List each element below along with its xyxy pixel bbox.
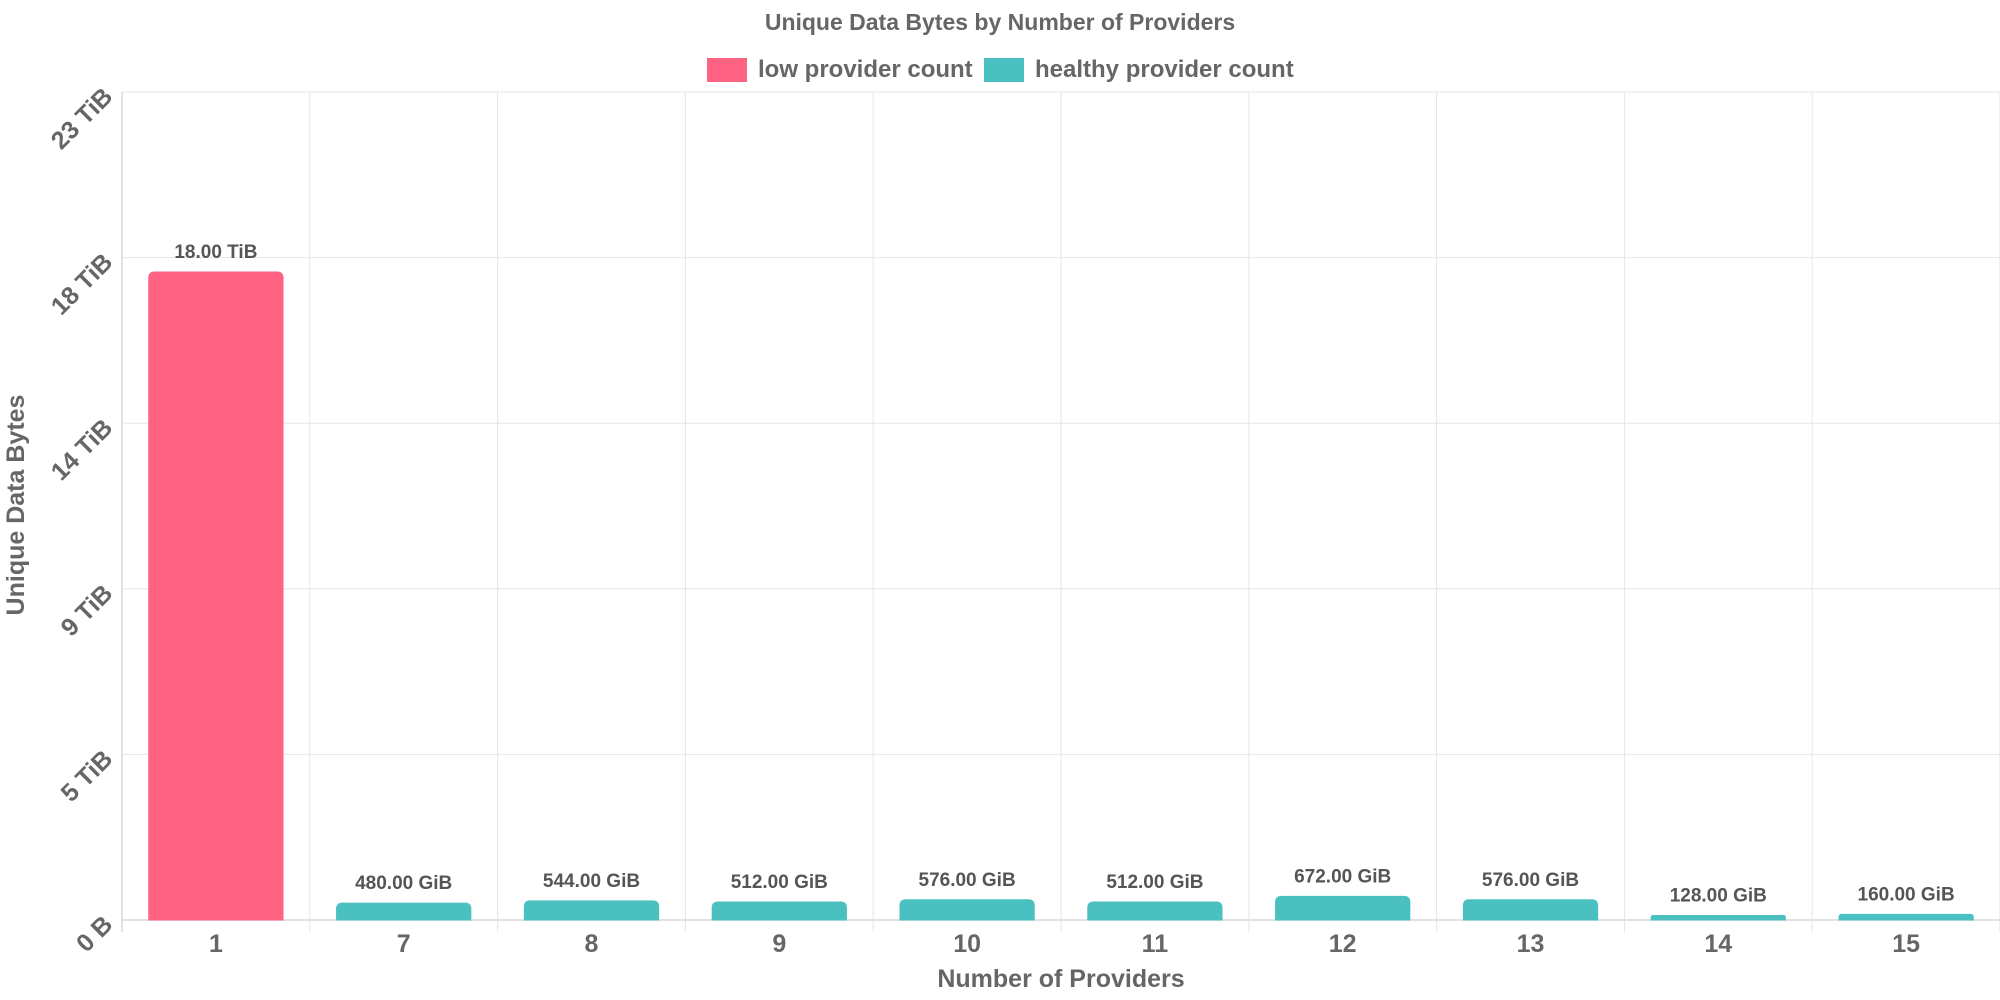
data-label-7: 480.00 GiB [355,873,452,894]
y-axis-title: Unique Data Bytes [2,395,30,616]
data-label-8: 544.00 GiB [543,871,640,892]
bar-7 [336,902,472,921]
y-tick-label: 23 TiB [46,82,119,155]
y-tick-label: 18 TiB [46,248,119,321]
x-tick-label: 10 [953,930,981,958]
x-tick-label: 14 [1704,930,1732,958]
data-label-12: 672.00 GiB [1294,866,1391,887]
bar-11 [1087,901,1223,921]
grid [121,91,2000,932]
bar-1 [148,271,284,921]
bar-15 [1838,913,1974,921]
data-label-9: 512.00 GiB [731,872,828,893]
bar-14 [1650,915,1786,921]
x-axis-title: Number of Providers [937,965,1184,993]
legend-label-healthy: healthy provider count [1035,56,1294,83]
y-tick-label: 9 TiB [56,579,119,642]
data-label-11: 512.00 GiB [1106,872,1203,893]
x-tick-label: 13 [1517,930,1545,958]
x-tick-label: 15 [1892,930,1920,958]
data-label-14: 128.00 GiB [1670,886,1767,907]
legend-label-low: low provider count [758,56,973,83]
x-tick-label: 1 [209,930,223,958]
x-tick-label: 11 [1142,930,1169,958]
bars [148,271,1974,921]
bar-10 [899,899,1035,921]
x-axis-ticks: 1 7 8 9 10 11 12 13 14 15 [209,930,1920,958]
bar-9 [711,901,847,921]
bar-12 [1275,895,1411,921]
x-tick-label: 9 [772,930,786,958]
x-tick-label: 8 [585,930,599,958]
x-tick-label: 12 [1329,930,1357,958]
y-tick-label: 5 TiB [56,745,119,808]
data-label-10: 576.00 GiB [919,870,1016,891]
bar-8 [523,900,660,921]
x-tick-label: 7 [397,930,411,958]
y-tick-label: 0 B [71,910,118,957]
data-label-13: 576.00 GiB [1482,870,1579,891]
legend-swatch-healthy [984,58,1024,82]
bar-13 [1462,899,1599,921]
legend: low provider count healthy provider count [707,56,1294,83]
legend-swatch-low [707,58,747,82]
y-axis-ticks: 0 B 5 TiB 9 TiB 14 TiB 18 TiB 23 TiB [46,82,119,957]
chart-title: Unique Data Bytes by Number of Providers [765,9,1235,35]
data-label-15: 160.00 GiB [1858,884,1955,905]
y-tick-label: 14 TiB [46,414,119,487]
data-labels: 18.00 TiB 480.00 GiB 544.00 GiB 512.00 GiB 5… [174,242,1954,907]
data-label-1: 18.00 TiB [174,242,257,263]
